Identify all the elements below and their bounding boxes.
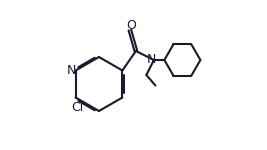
- Text: Cl: Cl: [71, 101, 83, 114]
- Text: N: N: [147, 54, 156, 66]
- Text: O: O: [127, 19, 136, 32]
- Text: N: N: [67, 64, 77, 77]
